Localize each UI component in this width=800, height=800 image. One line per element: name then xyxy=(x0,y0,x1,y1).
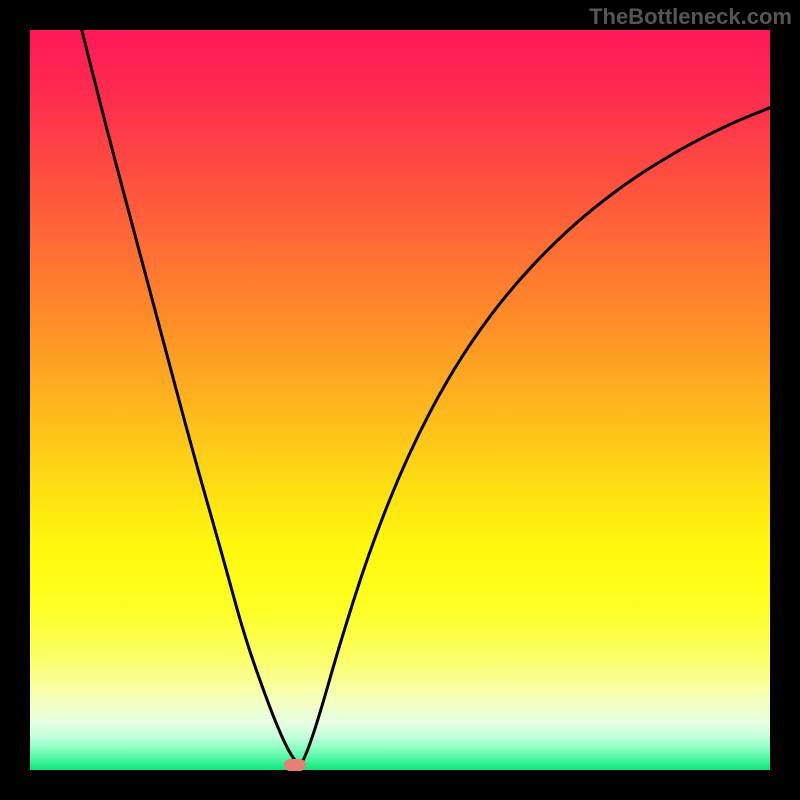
plot-area xyxy=(30,30,770,770)
optimal-point-marker xyxy=(284,759,306,771)
bottleneck-curve xyxy=(30,30,770,770)
chart-container: TheBottleneck.com xyxy=(0,0,800,800)
watermark-text: TheBottleneck.com xyxy=(589,4,792,30)
